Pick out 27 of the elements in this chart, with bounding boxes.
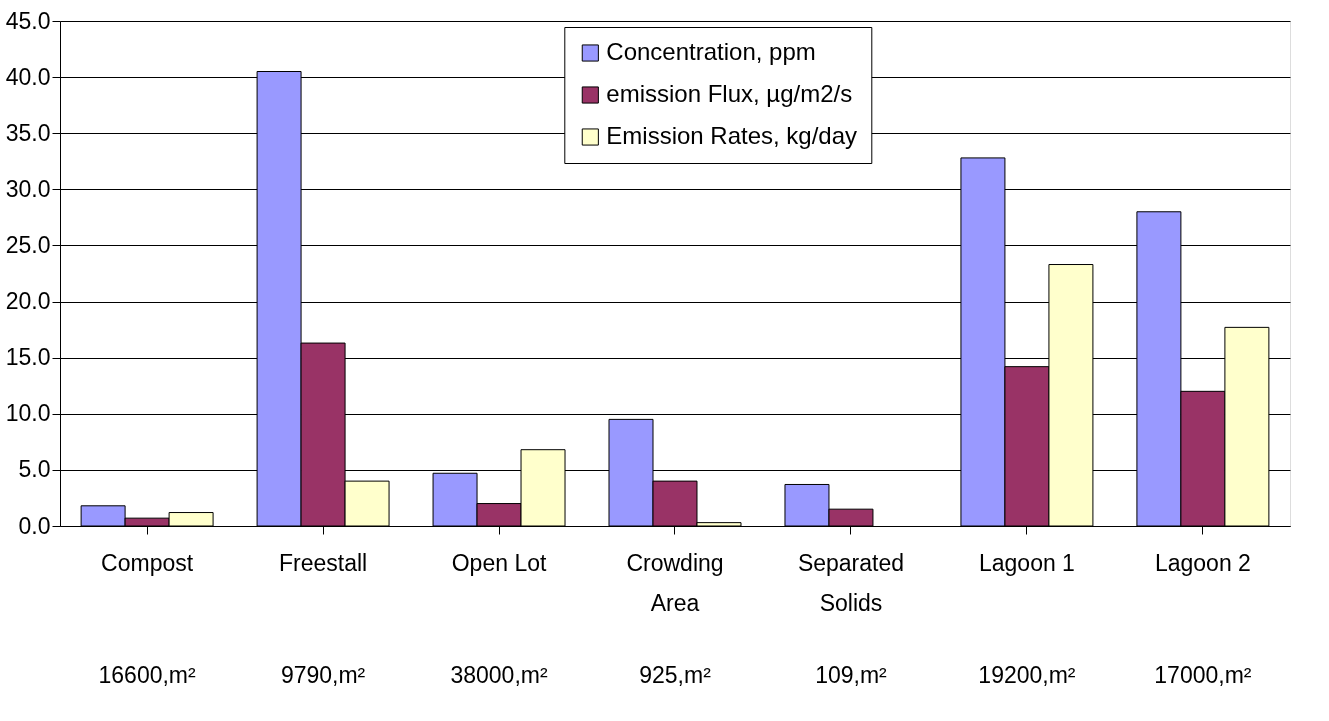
x-tick-label: Freestall bbox=[278, 549, 368, 576]
x-tick-label: Crowding Area bbox=[626, 549, 724, 616]
text: 109,m² bbox=[815, 662, 888, 688]
text: 925,m² bbox=[639, 662, 712, 688]
y-tick-label: 20.0 bbox=[5, 288, 51, 315]
y-tick-label: 5.0 bbox=[18, 456, 51, 483]
y-tick-label: 10.0 bbox=[5, 400, 51, 427]
text: 17000,m² bbox=[1154, 662, 1252, 688]
x-tick-label: Separated Solids bbox=[797, 549, 905, 616]
legend-label: emission Flux, µg/m2/s bbox=[606, 80, 853, 107]
y-tick-label: 25.0 bbox=[5, 231, 51, 258]
legend-label: Emission Rates, kg/day bbox=[606, 122, 858, 149]
legend-label: Concentration, ppm bbox=[606, 38, 816, 65]
text: 16600,m² bbox=[98, 662, 197, 688]
x-tick-label: Lagoon 1 bbox=[978, 549, 1075, 576]
text: 19200,m² bbox=[978, 662, 1076, 688]
text: 38000,m² bbox=[450, 662, 548, 688]
y-tick-label: 35.0 bbox=[5, 119, 51, 146]
y-tick-label: 30.0 bbox=[5, 175, 51, 202]
y-tick-label: 0.0 bbox=[18, 512, 51, 539]
y-tick-label: 40.0 bbox=[5, 63, 51, 90]
y-tick-label: 45.0 bbox=[5, 7, 51, 34]
y-tick-label: 15.0 bbox=[5, 344, 51, 371]
x-tick-label: Open Lot bbox=[451, 549, 547, 576]
text: 9790,m² bbox=[280, 662, 366, 688]
x-tick-label: Lagoon 2 bbox=[1154, 549, 1251, 576]
x-tick-label: Compost bbox=[101, 549, 194, 576]
